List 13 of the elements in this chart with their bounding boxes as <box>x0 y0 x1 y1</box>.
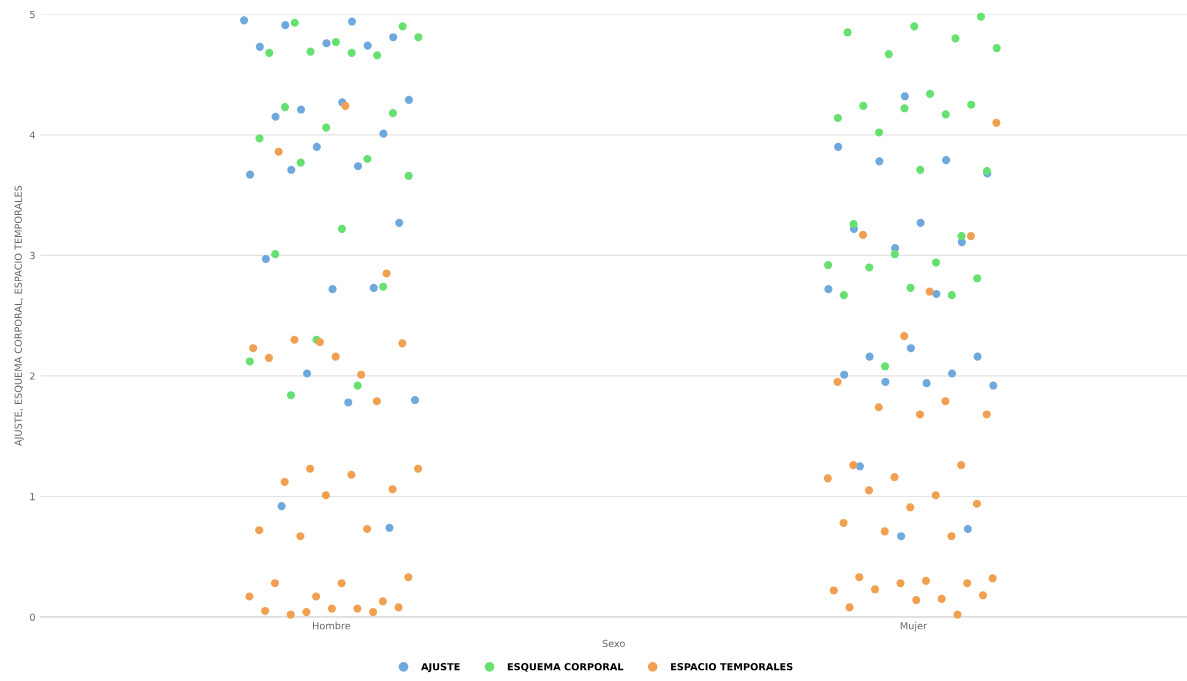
y-axis-title: AJUSTE, ESQUEMA CORPORAL, ESPACIO TEMPORALES <box>14 185 24 447</box>
y-tick-label: 3 <box>30 251 35 260</box>
legend-label: ESPACIO TEMPORALES <box>671 663 793 671</box>
x-axis-title: Sexo <box>602 639 625 648</box>
y-tick-label: 4 <box>29 131 35 139</box>
x-tick-label: Mujer <box>900 621 928 632</box>
legend-label: AJUSTE <box>421 663 460 673</box>
legend-label: ESQUEMA CORPORAL <box>507 663 624 672</box>
x-tick-label: Hombre <box>313 621 351 630</box>
y-tick-label: 0 <box>29 613 35 621</box>
y-tick-label: 1 <box>30 493 35 501</box>
y-tick-label: 2 <box>30 372 35 380</box>
y-tick-label: 5 <box>30 10 35 19</box>
